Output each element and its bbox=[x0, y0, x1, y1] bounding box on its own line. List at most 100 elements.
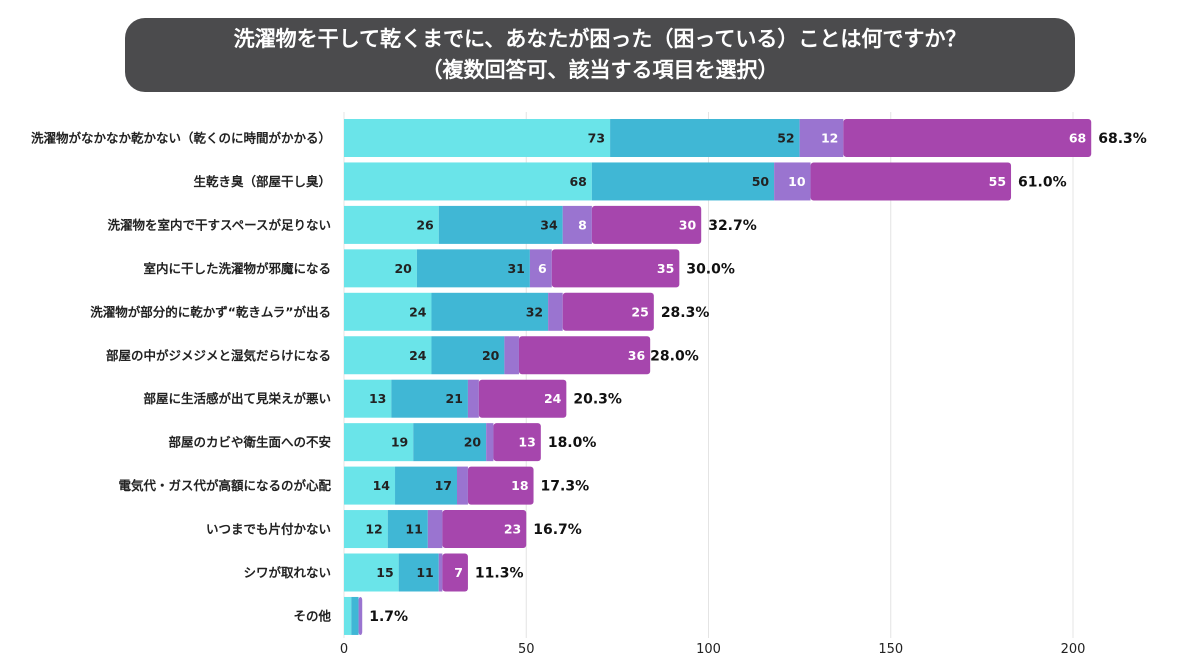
x-tick-label: 150 bbox=[878, 642, 903, 657]
bar-segment bbox=[438, 553, 443, 592]
bar-segment bbox=[493, 423, 541, 462]
bar-segment bbox=[610, 119, 800, 157]
segment-value-label: 55 bbox=[989, 174, 1006, 189]
x-tick-label: 50 bbox=[518, 642, 535, 657]
segment-value-label: 36 bbox=[628, 348, 646, 363]
bar-segment bbox=[529, 249, 552, 288]
bar-segment bbox=[344, 292, 432, 331]
bar-segment bbox=[467, 466, 534, 505]
x-tick-label: 200 bbox=[1061, 642, 1086, 657]
total-percent-label: 28.3% bbox=[661, 305, 710, 321]
total-percent-label: 30.0% bbox=[686, 261, 735, 277]
bar-segment bbox=[486, 423, 494, 462]
bar-segment bbox=[413, 423, 487, 462]
x-tick-label: 0 bbox=[340, 642, 348, 657]
bar-segment bbox=[810, 162, 1012, 201]
category-label: 部屋の中がジメジメと湿気だらけになる bbox=[106, 348, 331, 363]
bar-segment bbox=[591, 162, 775, 201]
total-percent-label: 16.7% bbox=[533, 522, 582, 538]
bar-segment bbox=[518, 336, 651, 375]
segment-value-label: 20 bbox=[482, 348, 500, 363]
segment-value-label: 30 bbox=[679, 217, 697, 232]
segment-value-label: 13 bbox=[369, 391, 386, 406]
bar-segment bbox=[344, 336, 432, 375]
chart-title-box: 洗濯物を干して乾くまでに、あなたが困った（困っている）ことは何ですか？ （複数回… bbox=[125, 18, 1075, 92]
bar-segment bbox=[562, 205, 592, 244]
category-label: 室内に干した洗濯物が邪魔になる bbox=[143, 261, 331, 276]
bar-segment bbox=[344, 249, 417, 288]
category-label: シワが取れない bbox=[243, 565, 331, 580]
total-percent-label: 17.3% bbox=[541, 479, 590, 495]
segment-value-label: 11 bbox=[416, 565, 433, 580]
segment-value-label: 24 bbox=[544, 391, 562, 406]
bar-segment bbox=[438, 205, 563, 244]
segment-value-label: 20 bbox=[464, 435, 482, 450]
segment-value-label: 10 bbox=[788, 174, 806, 189]
category-label: 電気代・ガス代が高額になるのが心配 bbox=[118, 478, 331, 493]
total-percent-label: 28.0% bbox=[650, 348, 699, 364]
bar-segment bbox=[351, 596, 359, 635]
segment-value-label: 12 bbox=[821, 131, 838, 146]
bar-segment bbox=[427, 510, 443, 549]
segment-value-label: 73 bbox=[588, 131, 605, 146]
category-label: 部屋のカビや衛生面への不安 bbox=[168, 435, 331, 450]
bar-segment bbox=[843, 119, 1092, 157]
segment-value-label: 34 bbox=[540, 217, 558, 232]
bar-segment bbox=[344, 423, 414, 462]
segment-value-label: 32 bbox=[526, 304, 543, 319]
bar-segment bbox=[391, 379, 468, 418]
bar-segment bbox=[548, 292, 563, 331]
bar-segment bbox=[416, 249, 530, 288]
bar-segment bbox=[344, 466, 396, 505]
bar-segment bbox=[344, 553, 399, 592]
bar-segment bbox=[431, 292, 549, 331]
segment-value-label: 68 bbox=[1069, 131, 1086, 146]
segment-value-label: 8 bbox=[578, 217, 587, 232]
bar-segment bbox=[504, 336, 519, 375]
bar-segment bbox=[398, 553, 439, 592]
chart-subtitle: （複数回答可、該当する項目を選択） bbox=[421, 58, 779, 82]
total-percent-label: 18.0% bbox=[548, 435, 597, 451]
total-percent-label: 11.3% bbox=[475, 566, 524, 582]
segment-value-label: 17 bbox=[435, 478, 452, 493]
segment-value-label: 15 bbox=[376, 565, 393, 580]
x-tick-label: 100 bbox=[696, 642, 721, 657]
category-label: 洗濯物がなかなか乾かない（乾くのに時間がかかる） bbox=[31, 131, 331, 146]
bar-segment bbox=[344, 119, 611, 157]
bar-segment bbox=[431, 336, 505, 375]
bar-segment bbox=[344, 162, 592, 201]
bar-segment bbox=[344, 379, 392, 418]
segment-value-label: 14 bbox=[373, 478, 391, 493]
segment-value-label: 7 bbox=[454, 565, 463, 580]
segment-value-label: 68 bbox=[569, 174, 586, 189]
bar-segment bbox=[551, 249, 680, 288]
bar-segment bbox=[344, 510, 388, 549]
total-percent-label: 68.3% bbox=[1098, 131, 1147, 147]
bar-segment bbox=[442, 553, 468, 592]
bar-segment bbox=[478, 379, 567, 418]
segment-value-label: 24 bbox=[409, 304, 427, 319]
total-percent-label: 1.7% bbox=[369, 609, 408, 625]
category-label: 洗濯物を室内で干すスペースが足りない bbox=[107, 217, 331, 232]
category-label: その他 bbox=[293, 608, 331, 623]
segment-value-label: 26 bbox=[416, 217, 434, 232]
total-percent-label: 61.0% bbox=[1018, 174, 1067, 190]
segment-value-label: 25 bbox=[631, 304, 648, 319]
segment-value-label: 24 bbox=[409, 348, 427, 363]
segment-value-label: 18 bbox=[511, 478, 528, 493]
bar-segment bbox=[799, 119, 844, 157]
category-label: 洗濯物が部分的に乾かず“乾きムラ”が出る bbox=[90, 304, 331, 319]
bar-segment bbox=[456, 466, 468, 505]
segment-value-label: 19 bbox=[391, 435, 408, 450]
total-percent-label: 32.7% bbox=[708, 218, 757, 234]
bar-segment bbox=[774, 162, 811, 201]
category-label: 生乾き臭（部屋干し臭） bbox=[193, 174, 331, 189]
segment-value-label: 21 bbox=[446, 391, 463, 406]
bar-segment bbox=[395, 466, 457, 505]
segment-value-label: 13 bbox=[518, 435, 535, 450]
bar-segment bbox=[562, 292, 654, 331]
segment-value-label: 6 bbox=[538, 261, 547, 276]
category-label: 部屋に生活感が出て見栄えが悪い bbox=[143, 391, 331, 406]
total-percent-label: 20.3% bbox=[573, 392, 622, 408]
